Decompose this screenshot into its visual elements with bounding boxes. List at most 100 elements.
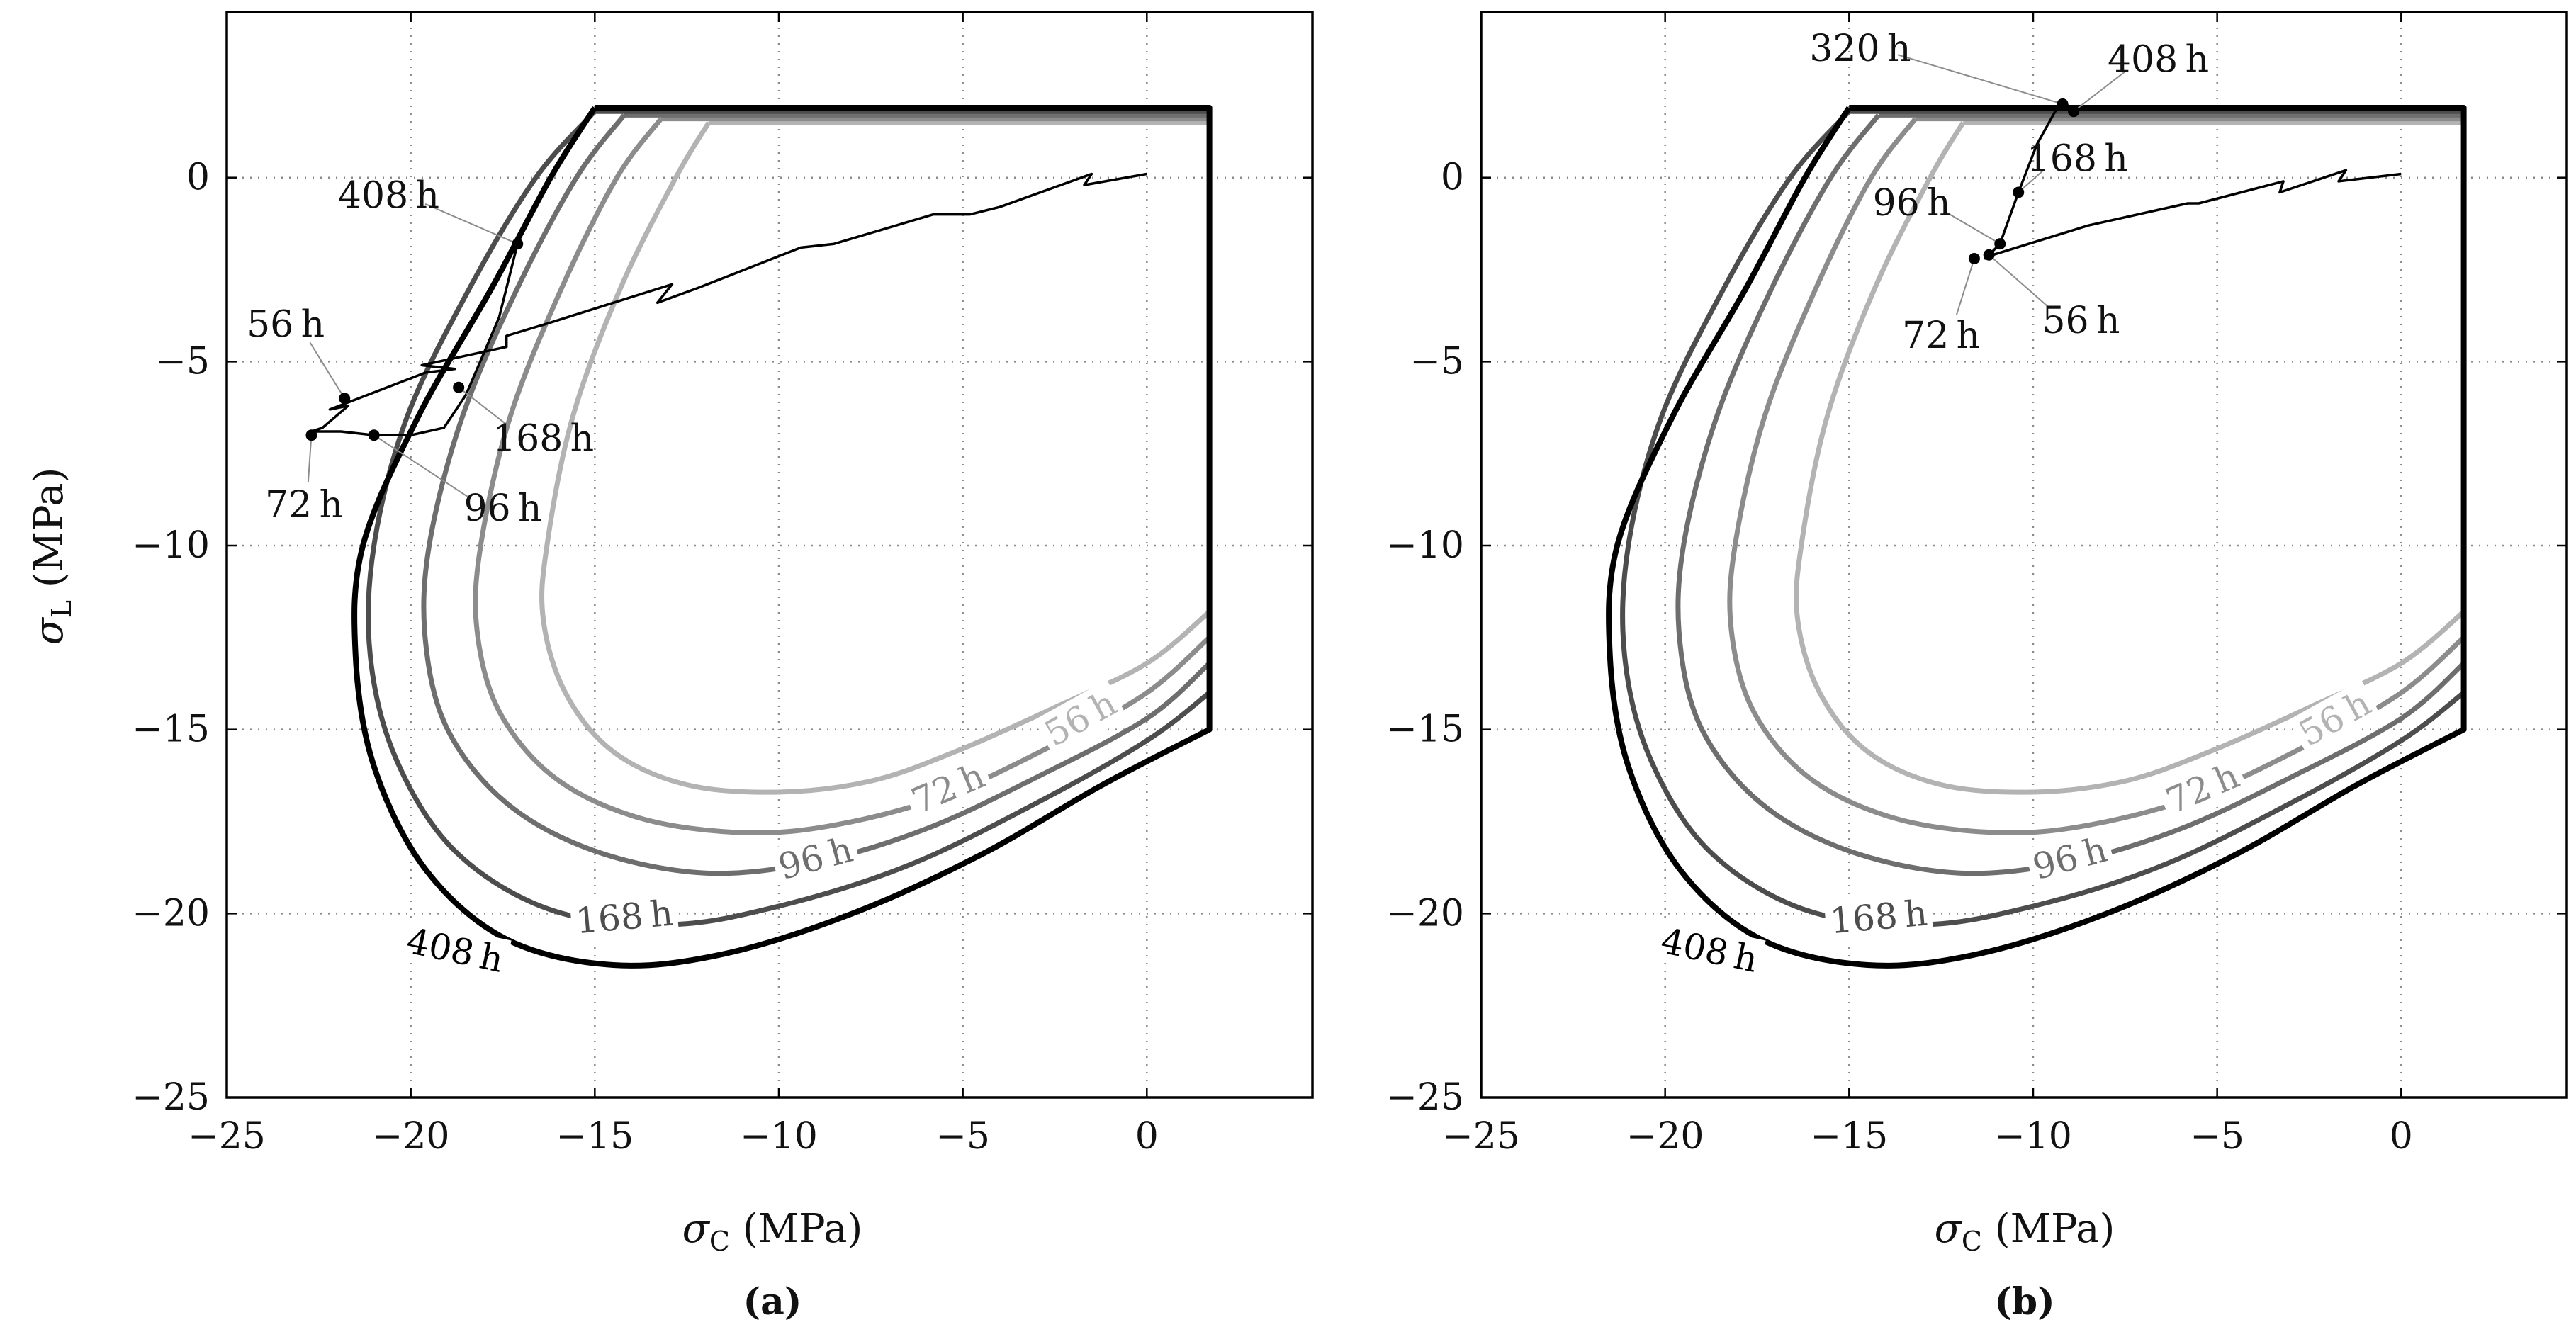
x-tick-label: −25: [1442, 1115, 1520, 1158]
x-tick-label: −20: [1626, 1115, 1704, 1158]
marker-label: 72 h: [1902, 315, 1980, 357]
x-tick-label: −25: [188, 1115, 266, 1158]
panel-b-caption: (b): [1994, 1280, 2055, 1323]
y-tick-label: −10: [132, 524, 210, 567]
marker-label: 96 h: [1873, 182, 1951, 225]
y-tick-label: −20: [132, 892, 210, 935]
y-tick-label: −5: [155, 340, 210, 383]
curve-label-knockout: [398, 918, 512, 983]
panel-b-stress-path: [1984, 103, 2402, 260]
curve-label: 168 h: [574, 893, 675, 942]
panel-a-caption: (a): [743, 1280, 802, 1323]
envelope-408h: [1606, 105, 2467, 969]
marker-point: [453, 381, 465, 393]
curve-label-group: 72 h: [2155, 752, 2249, 825]
curve-label-group: 168 h: [1823, 891, 1934, 943]
x-tick-label: −10: [740, 1115, 818, 1158]
panel-a-y-axis-title: σL (MPa): [26, 468, 77, 645]
curve-label-group: 96 h: [770, 827, 862, 890]
stress-path-line: [1984, 103, 2402, 260]
panel-b-x-axis-title: σC (MPa): [1935, 1206, 2115, 1257]
marker-label: 168 h: [2027, 138, 2128, 181]
curve-label-knockout: [1033, 679, 1127, 757]
marker-leader: [309, 342, 346, 399]
marker-point: [512, 238, 524, 250]
envelope-56h: [1794, 120, 2467, 795]
marker-label: 408 h: [338, 175, 439, 218]
panel-b-envelopes: [1606, 105, 2467, 969]
curve-label-group: 168 h: [569, 891, 680, 943]
curve-label-knockout: [2288, 679, 2382, 757]
marker-leader: [1947, 212, 2001, 245]
marker-label: 72 h: [265, 484, 343, 526]
curve-label-group: 408 h: [398, 918, 512, 983]
panel-b-markers: 56 h 72 h 96 h 168 h 320 h 408 h: [1809, 28, 2209, 357]
curve-label-group: 96 h: [2024, 827, 2116, 890]
y-tick-label: −15: [132, 709, 210, 751]
marker-label: 320 h: [1809, 28, 1911, 70]
curve-label: 168 h: [1828, 893, 1929, 942]
marker-leader: [1955, 258, 1975, 315]
panel-a-markers: 56 h 72 h 96 h 168 h 408 h: [247, 175, 594, 530]
x-tick-label: −15: [1810, 1115, 1888, 1158]
envelope-72h: [1727, 116, 2467, 836]
curve-label: 96 h: [774, 829, 857, 888]
curve-label-knockout: [901, 752, 995, 825]
envelope-408h: [351, 105, 1213, 969]
marker-leader: [373, 434, 470, 499]
y-tick-label: −5: [1410, 340, 1464, 383]
marker-leader: [458, 386, 511, 428]
panel-a: 56 h 72 h 96 h 168 h 408 h 56 h 72 h 96 h 168 h…: [26, 11, 1314, 1323]
panel-b: 56 h 72 h 96 h 168 h 408 h 56 h 72 h 96 h 168 h…: [1386, 11, 2568, 1323]
curve-label-knockout: [2155, 752, 2249, 825]
curve-label-knockout: [569, 891, 680, 943]
marker-point: [305, 429, 317, 441]
curve-label-knockout: [770, 827, 862, 890]
marker-leader: [2073, 71, 2126, 113]
curve-label-knockout: [2024, 827, 2116, 890]
x-tick-label: −5: [2190, 1115, 2244, 1158]
x-tick-label: 0: [1135, 1115, 1159, 1158]
marker-leader: [307, 435, 313, 483]
x-tick-label: 0: [2390, 1115, 2413, 1158]
x-tick-label: −5: [935, 1115, 990, 1158]
panel-a-envelopes: [351, 105, 1213, 969]
marker-point: [1968, 252, 1980, 264]
y-tick-label: −25: [132, 1076, 210, 1119]
x-tick-label: −20: [372, 1115, 450, 1158]
stress-path-line: [310, 172, 1147, 436]
x-tick-label: −15: [556, 1115, 634, 1158]
marker-point: [2013, 186, 2025, 198]
panel-a-x-axis-title: σC (MPa): [682, 1206, 863, 1257]
marker-point: [368, 429, 380, 441]
marker-label: 56 h: [2042, 300, 2120, 342]
plot-frame: [1480, 11, 2568, 1099]
panel-a-frame: [225, 11, 1314, 1099]
curve-label: 96 h: [2028, 829, 2111, 888]
panel-b-frame: [1480, 11, 2568, 1099]
marker-point: [2068, 106, 2080, 118]
plot-frame: [225, 11, 1314, 1099]
y-tick-label: 0: [1441, 157, 1464, 199]
envelope-168h: [366, 108, 1213, 927]
marker-label: 408 h: [2108, 39, 2209, 81]
curve-label-knockout: [1653, 918, 1766, 983]
marker-point: [1994, 238, 2006, 250]
panel-b-ticks: −25 −20 −15 −10 −5 0 −25 −20 −15 −10 −5 0: [1386, 12, 2567, 1158]
y-tick-label: −10: [1386, 524, 1464, 567]
y-tick-label: −20: [1386, 892, 1464, 935]
x-tick-label: −10: [1994, 1115, 2072, 1158]
marker-leader: [1989, 254, 2050, 309]
envelope-96h: [1675, 112, 2467, 876]
curve-label-knockout: [1823, 891, 1934, 943]
marker-label: 96 h: [463, 487, 541, 530]
y-tick-label: 0: [186, 157, 210, 199]
envelope-96h: [421, 112, 1213, 876]
y-tick-label: −15: [1386, 709, 1464, 751]
panel-a-ticks: −25 −20 −15 −10 −5 0 −25 −20 −15 −10 −5 0: [132, 12, 1312, 1158]
marker-label: 56 h: [247, 303, 325, 346]
curve-label-group: 408 h: [1653, 918, 1766, 983]
envelope-56h: [539, 120, 1213, 795]
